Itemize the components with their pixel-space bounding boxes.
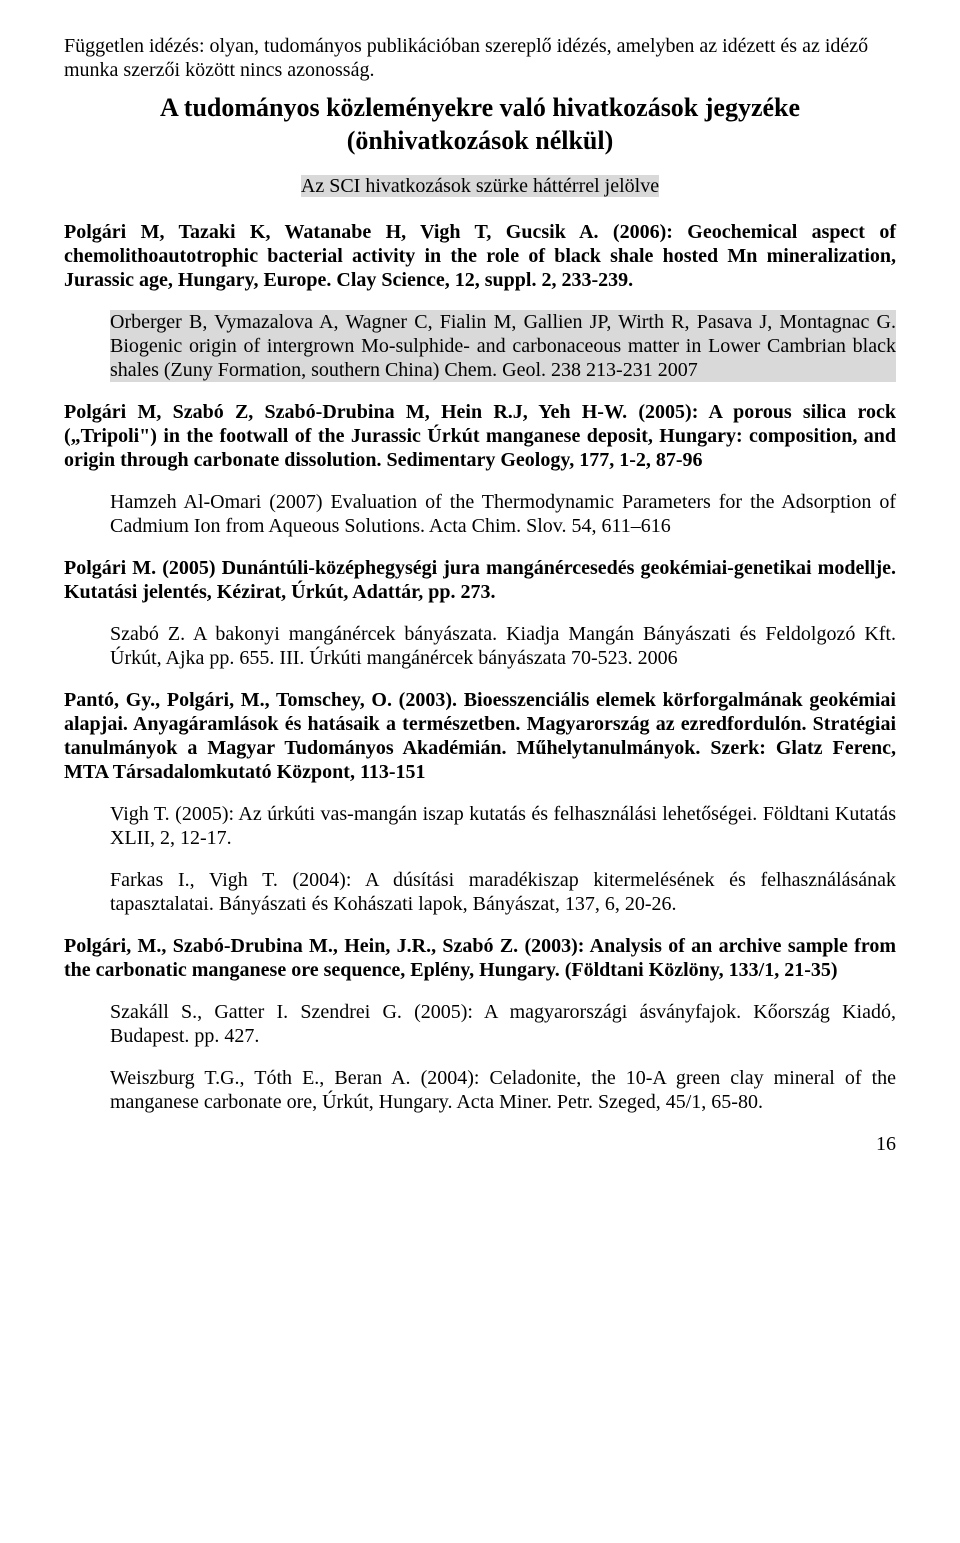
entry-2-citation-1: Hamzeh Al-Omari (2007) Evaluation of the… [110,490,896,538]
entry-4-citation-1: Vigh T. (2005): Az úrkúti vas-mangán isz… [110,802,896,850]
entry-4: Pantó, Gy., Polgári, M., Tomschey, O. (2… [64,688,896,784]
entry-2: Polgári M, Szabó Z, Szabó-Drubina M, Hei… [64,400,896,472]
main-title: A tudományos közleményekre való hivatkoz… [64,92,896,123]
entry-1-citation-1: Orberger B, Vymazalova A, Wagner C, Fial… [110,310,896,382]
top-note: Független idézés: olyan, tudományos publ… [64,34,896,82]
entry-3-citation-1: Szabó Z. A bakonyi mangánércek bányászat… [110,622,896,670]
sci-note: Az SCI hivatkozások szürke háttérrel jel… [64,174,896,198]
page-container: Független idézés: olyan, tudományos publ… [0,0,960,1190]
entry-3: Polgári M. (2005) Dunántúli-középhegység… [64,556,896,604]
entry-1: Polgári M, Tazaki K, Watanabe H, Vigh T,… [64,220,896,292]
entry-5-citation-2: Weiszburg T.G., Tóth E., Beran A. (2004)… [110,1066,896,1114]
page-number: 16 [64,1132,896,1156]
sci-note-text: Az SCI hivatkozások szürke háttérrel jel… [301,175,659,197]
entry-5-citation-1: Szakáll S., Gatter I. Szendrei G. (2005)… [110,1000,896,1048]
entry-4-citation-2: Farkas I., Vigh T. (2004): A dúsítási ma… [110,868,896,916]
subtitle: (önhivatkozások nélkül) [64,125,896,156]
entry-5: Polgári, M., Szabó-Drubina M., Hein, J.R… [64,934,896,982]
